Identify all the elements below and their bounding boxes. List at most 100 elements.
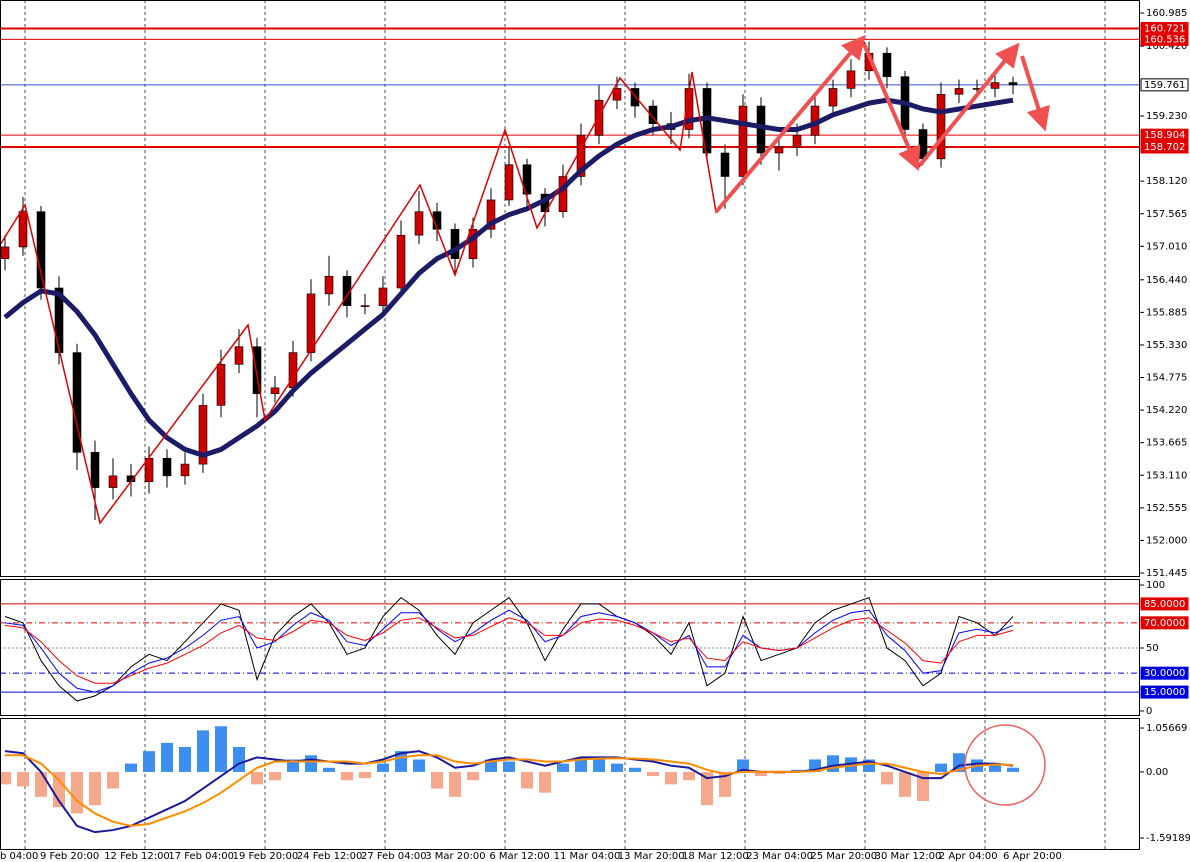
histogram-bar: [917, 771, 929, 801]
oscillator-line: [4, 617, 1014, 684]
y-tick-label: 160.420: [1146, 41, 1187, 52]
candle-body: [648, 105, 658, 124]
candle-body: [270, 387, 280, 394]
histogram-bar: [611, 763, 623, 772]
main-panel-frame: [0, 0, 1140, 577]
histogram-bar: [593, 759, 605, 772]
y-tick-label: 1.05669: [1146, 723, 1187, 734]
candle-body: [450, 229, 460, 259]
arrow: [714, 34, 866, 214]
x-tick-label: 24 Feb 12:00: [297, 851, 363, 862]
histogram-bar: [215, 726, 227, 772]
histogram-bar: [629, 767, 641, 772]
histogram-bar: [143, 751, 155, 772]
y-tick-label: 160.985: [1146, 8, 1187, 19]
x-tick-label: 6 Mar 12:00: [489, 851, 549, 862]
y-tick-label: 0: [1146, 706, 1152, 717]
histogram-bar: [845, 757, 857, 772]
candle-body: [324, 275, 334, 295]
x-tick-label: 17 Feb 04:00: [168, 851, 234, 862]
candle-body: [738, 105, 748, 177]
x-tick-label: 30 Mar 12:00: [875, 851, 942, 862]
candle-body: [522, 164, 532, 195]
price-box-label: 160.721: [1144, 23, 1185, 34]
candle-body: [162, 457, 172, 477]
candle-body: [828, 88, 838, 107]
histogram-bar: [71, 771, 83, 814]
arrow: [1020, 55, 1050, 132]
histogram-bar: [1007, 767, 1019, 772]
x-tick-label: 18 Mar 12:00: [682, 851, 749, 862]
price-box-label: 158.904: [1144, 130, 1185, 141]
candle-body: [504, 164, 514, 201]
oscillator-frame: [0, 579, 1140, 716]
histogram-bar: [377, 763, 389, 772]
price-box: [1140, 685, 1189, 699]
x-tick-label: 9 Feb 20:00: [40, 851, 99, 862]
x-tick-label: 23 Mar 04:00: [746, 851, 813, 862]
candle-body: [792, 135, 802, 148]
candle-body: [180, 463, 190, 477]
histogram-bar: [305, 755, 317, 772]
price-box-label: 159.761: [1144, 80, 1185, 91]
y-tick-label: 100: [1146, 580, 1165, 591]
price-box-label: 15.0000: [1144, 687, 1185, 698]
y-tick-label: 154.220: [1146, 405, 1187, 416]
candle-body: [108, 475, 118, 488]
histogram-bar: [431, 771, 443, 789]
histogram-bar: [161, 742, 173, 772]
candle-body: [882, 52, 892, 77]
oscillator-line: [4, 596, 1014, 702]
annotations: [0, 34, 1050, 806]
y-tick-label: 152.000: [1146, 535, 1187, 546]
y-tick-label: -1.59189: [1146, 833, 1190, 844]
arrow: [862, 43, 921, 172]
histogram-bar: [521, 771, 533, 789]
price-box-label: 158.702: [1144, 142, 1185, 153]
histogram-bar: [449, 771, 461, 797]
histogram-bar: [125, 763, 137, 772]
x-tick-label: 12 Feb 12:00: [104, 851, 170, 862]
price-box-label: 70.0000: [1144, 618, 1185, 629]
price-box: [1140, 140, 1189, 154]
histogram-bar: [791, 769, 803, 772]
histogram-bar: [341, 771, 353, 781]
histogram-bar: [665, 771, 677, 785]
price-box: [1140, 666, 1189, 680]
histogram-bar: [467, 771, 479, 781]
candle-body: [396, 234, 406, 289]
y-tick-label: 155.330: [1146, 340, 1187, 351]
x-tick-label: 6 Apr 20:00: [1003, 851, 1062, 862]
histogram-bar: [575, 757, 587, 772]
candle-body: [486, 199, 496, 230]
plot-layer: 160.985 160.420 159.230 158.120 157.565 157.0…: [0, 8, 1190, 862]
histogram-bar: [503, 761, 515, 772]
x-tick-label: 25 Mar 20:00: [810, 851, 877, 862]
x-tick-label: 3 Mar 20:00: [425, 851, 485, 862]
candle-body: [252, 346, 262, 394]
x-tick-label: 27 Feb 04:00: [361, 851, 427, 862]
histogram-bar: [557, 763, 569, 772]
x-tick-label: b 04:00: [0, 851, 38, 862]
histogram-bar: [17, 771, 29, 787]
candle-body: [1008, 82, 1018, 86]
y-tick-label: 0.00: [1146, 767, 1168, 778]
y-tick-label: 156.440: [1146, 275, 1187, 286]
y-tick-label: 155.885: [1146, 307, 1187, 318]
candle-body: [198, 405, 208, 465]
histogram-bar: [719, 771, 731, 797]
candle-body: [918, 129, 928, 160]
x-tick-label: 11 Mar 04:00: [554, 851, 621, 862]
y-tick-label: 153.110: [1146, 470, 1187, 481]
candle-body: [594, 99, 604, 136]
candle-body: [720, 152, 730, 177]
y-tick-label: 157.010: [1146, 241, 1187, 252]
price-box-label: 85.0000: [1144, 599, 1185, 610]
candle-body: [990, 82, 1000, 89]
histogram-bar: [269, 771, 281, 781]
y-tick-label: 159.230: [1146, 111, 1187, 122]
candle-body: [18, 211, 28, 248]
y-tick-label: 158.120: [1146, 176, 1187, 187]
price-box-label: 160.536: [1144, 34, 1185, 45]
